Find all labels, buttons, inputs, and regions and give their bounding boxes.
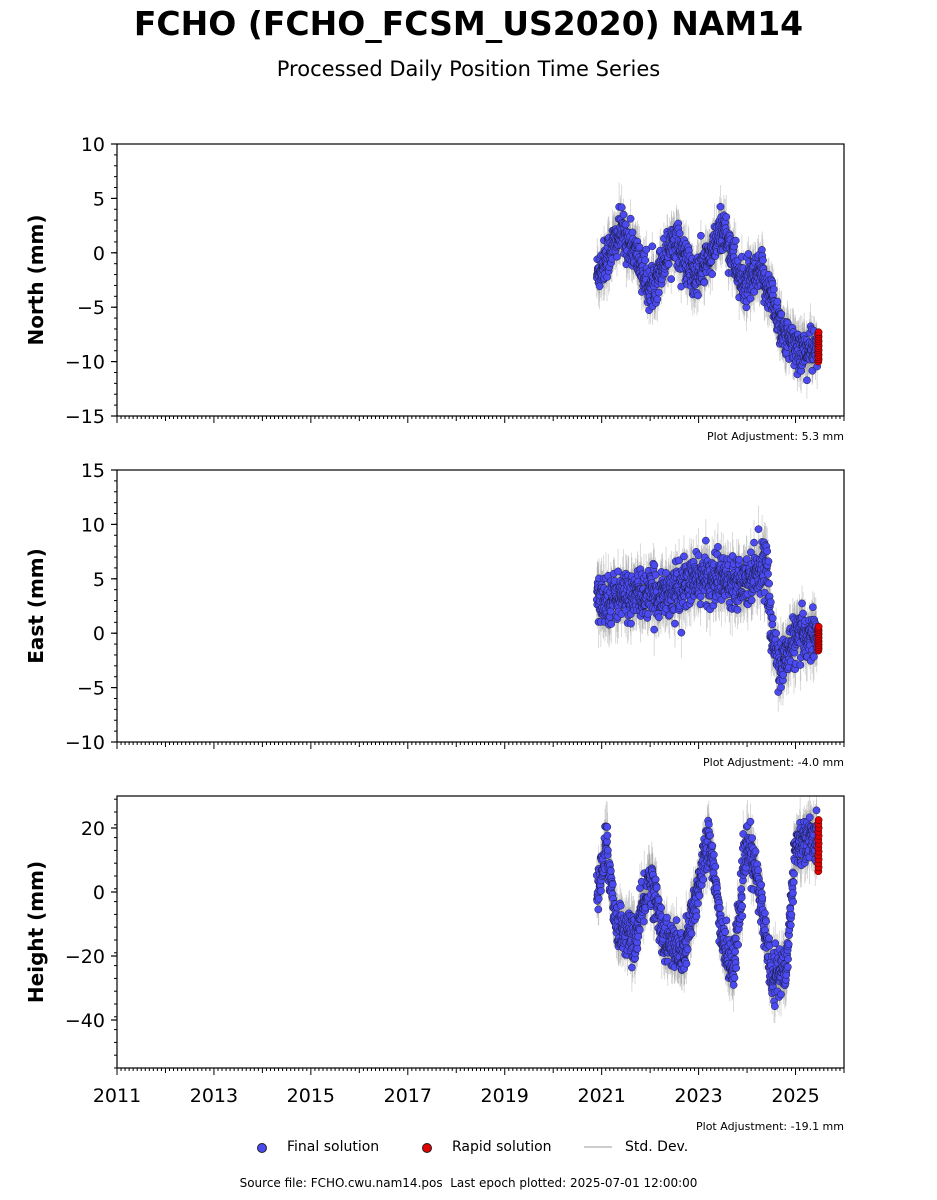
y-tick-label: −10 [65,352,105,374]
panel-0: −15 −10 −5 0 5 10 North (mm) Plot Adjustment: 5… [24,134,845,443]
final-point [731,236,740,245]
y-tick-label: 5 [93,188,105,210]
chart-title: FCHO (FCHO_FCSM_US2020) NAM14 [133,4,804,43]
final-point [700,278,709,287]
y-tick-label: 10 [81,134,105,156]
final-point [799,609,807,618]
rapid-point [814,622,823,631]
final-point [619,210,628,219]
chart-subtitle: Processed Daily Position Time Series [276,57,661,81]
final-point [653,295,662,303]
plot-adjustment-label: Plot Adjustment: 5.3 mm [707,430,844,443]
final-point [754,525,763,534]
final-point [747,596,756,604]
final-point [744,250,753,258]
final-point [644,610,652,618]
final-point [627,619,635,628]
final-point [708,270,717,278]
plot-adjustment-label: Plot Adjustment: -4.0 mm [703,756,844,769]
final-point [655,613,663,622]
final-point [764,570,772,578]
final-points [592,525,821,696]
final-point [671,619,679,628]
panel-1: −10 −5 0 5 10 15 East (mm) Plot Adjustment: -4.… [24,460,845,769]
final-point [750,288,759,296]
y-tick-label: −5 [77,678,105,700]
y-axis-label: North (mm) [24,214,48,345]
final-point [777,310,786,319]
final-point [759,256,767,265]
final-point [664,260,673,269]
final-point [694,291,702,300]
final-point [696,592,705,601]
final-point [655,288,663,297]
final-point [635,243,644,251]
final-point [675,229,684,238]
final-point [768,614,777,623]
final-point [809,603,817,612]
final-point [677,628,686,637]
final-point [617,203,626,212]
final-point [642,245,651,254]
final-point [772,629,780,638]
final-point [764,557,773,566]
final-point [746,294,755,303]
final-point [614,567,622,576]
final-point [701,536,710,545]
final-point [607,620,616,628]
final-point [735,555,744,564]
final-point [694,551,703,560]
final-point [626,214,635,223]
final-point [769,285,778,294]
rapid-point [814,328,823,337]
final-point [641,256,650,265]
final-point [680,552,688,561]
final-point [765,579,773,588]
y-tick-label: −15 [65,406,105,428]
rapid-points [814,622,823,655]
final-point [621,220,630,229]
final-point [747,548,755,557]
final-point [777,683,785,692]
final-point [722,213,731,221]
final-point [798,599,806,608]
y-tick-label: −5 [77,297,105,319]
final-point [742,555,751,563]
final-point [779,670,787,679]
final-point [808,366,817,375]
y-tick-label: −10 [65,732,105,754]
final-point [628,228,637,237]
final-point [796,661,805,669]
final-point [697,231,705,240]
final-point [750,538,758,547]
y-tick-label: 10 [81,514,105,536]
final-point [716,202,725,211]
data-layer [592,505,823,712]
final-point [595,282,604,291]
final-point [667,275,676,283]
final-point [773,297,782,306]
final-point [714,543,722,551]
final-point [648,242,657,251]
final-point [766,598,775,606]
y-tick-label: 15 [81,460,105,482]
final-point [733,605,742,614]
y-tick-label: 0 [93,243,105,265]
final-point [810,652,818,661]
y-tick-label: 5 [93,569,105,591]
final-point [763,547,772,556]
final-point [650,561,659,570]
final-point [803,376,811,385]
final-point [650,625,659,634]
final-point [613,252,621,261]
data-layer [592,182,823,399]
final-points [592,202,821,385]
y-axis-label: East (mm) [24,548,48,664]
data-layer [592,796,823,1023]
rapid-points [814,328,823,366]
y-tick-label: 0 [93,623,105,645]
